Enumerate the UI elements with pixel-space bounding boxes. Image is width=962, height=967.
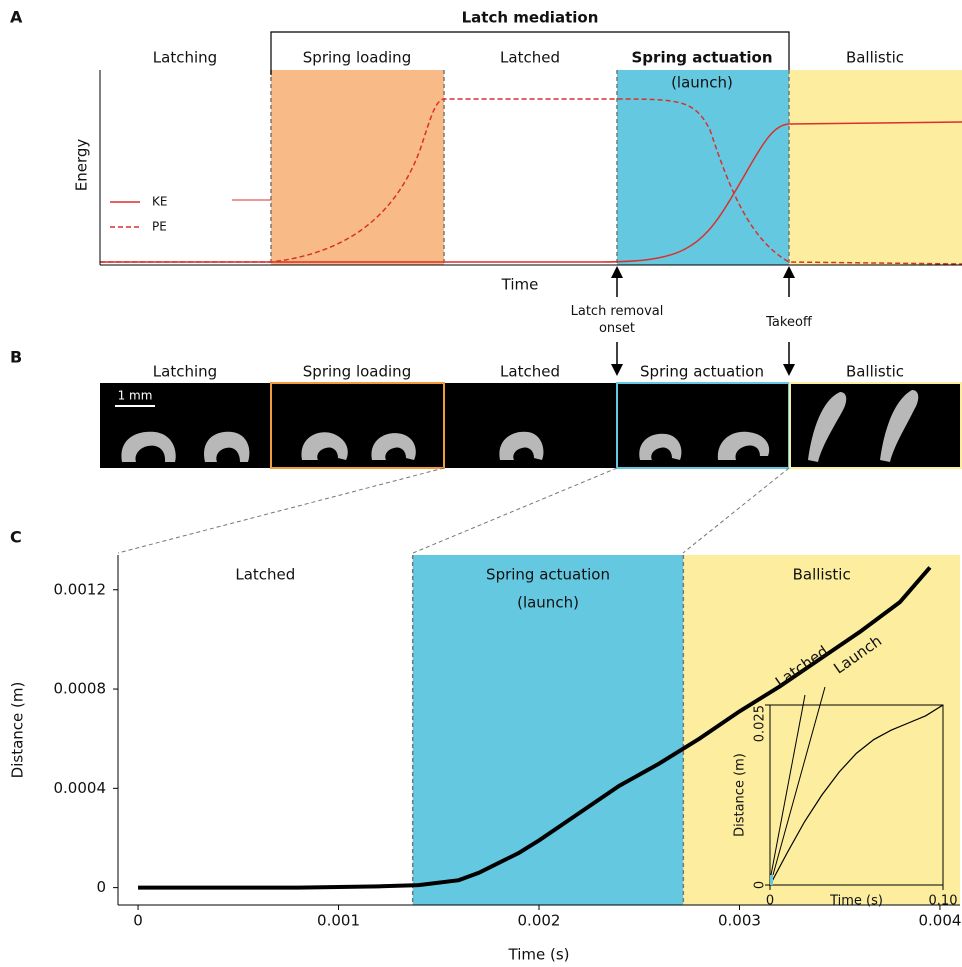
annotation-leader: [770, 694, 806, 876]
larva-images: [121, 390, 919, 462]
legend-label: PE: [152, 220, 167, 234]
data-line: [138, 566, 932, 890]
frame: [789, 382, 962, 469]
phase-note: (launch): [671, 74, 733, 92]
phase-label: Spring loading: [303, 363, 411, 381]
phase-label: Spring loading: [303, 49, 411, 67]
legend-label: KE: [152, 195, 167, 209]
x-tick-label: 0.004: [918, 912, 961, 930]
zoom-connectors: [117, 467, 790, 554]
panel-c: Latched Spring actuation Ballistic (launch)…: [9, 555, 961, 964]
y-tick-label: 0.0004: [54, 779, 107, 797]
x-tick-label: 0.001: [317, 912, 360, 930]
bracket-title: Latch mediation: [462, 9, 599, 27]
y-axis-label: Energy: [73, 139, 91, 192]
panel-label: C: [10, 528, 22, 547]
annotation: Latch removal onset: [557, 303, 677, 337]
phase-label: Latched: [235, 566, 295, 584]
phase-shade: [617, 70, 789, 265]
y-tick-label: 0.025: [753, 705, 768, 742]
x-tick-label: 0.10: [929, 894, 958, 909]
annotation-leader: [772, 686, 826, 876]
ke-curve: [100, 121, 962, 263]
x-tick-label: 0: [766, 894, 774, 909]
y-tick-label: 0: [753, 881, 768, 889]
pe-curve: [100, 98, 962, 265]
phase-shade: [412, 555, 684, 905]
y-tick-label: 0: [96, 878, 106, 896]
phase-shade: [789, 70, 962, 265]
annotation: Takeoff: [729, 314, 849, 331]
arrows: [611, 266, 795, 376]
x-tick-label: 0.002: [518, 912, 561, 930]
x-axis-label: Time: [501, 276, 539, 294]
x-tick-label: 0: [133, 912, 143, 930]
data-line: [769, 704, 944, 886]
y-tick-label: 0.0012: [54, 580, 107, 598]
y-axis-label: Distance (m): [9, 682, 27, 779]
y-tick-label: 0.0008: [54, 680, 107, 698]
y-axis-label: Distance (m): [733, 753, 748, 837]
frame: [270, 382, 445, 469]
phase-label: Ballistic: [793, 566, 851, 584]
phase-label: Latched: [500, 363, 560, 381]
x-axis-label: Time (s): [508, 946, 570, 964]
phase-label: Latching: [153, 49, 217, 67]
phase-label: Spring actuation: [632, 49, 773, 67]
x-tick-label: 0.003: [718, 912, 761, 930]
phase-shade: [683, 555, 960, 905]
phase-shade: [271, 70, 444, 265]
phase-note: (launch): [517, 594, 579, 612]
phase-label: Latched: [500, 49, 560, 67]
panel-label: B: [10, 348, 22, 367]
phase-label: Spring actuation: [486, 566, 610, 584]
x-axis-label: Time (s): [829, 894, 883, 909]
scale-bar-label: 1 mm: [118, 389, 153, 403]
phase-label: Latching: [153, 363, 217, 381]
bracket: [270, 31, 790, 75]
panel-label: A: [10, 8, 23, 27]
phase-label: Ballistic: [846, 363, 904, 381]
inset-marker: [770, 875, 773, 885]
phase-dividers: [270, 70, 790, 265]
phase-label: Spring actuation: [640, 363, 764, 381]
phase-label: Ballistic: [846, 49, 904, 67]
